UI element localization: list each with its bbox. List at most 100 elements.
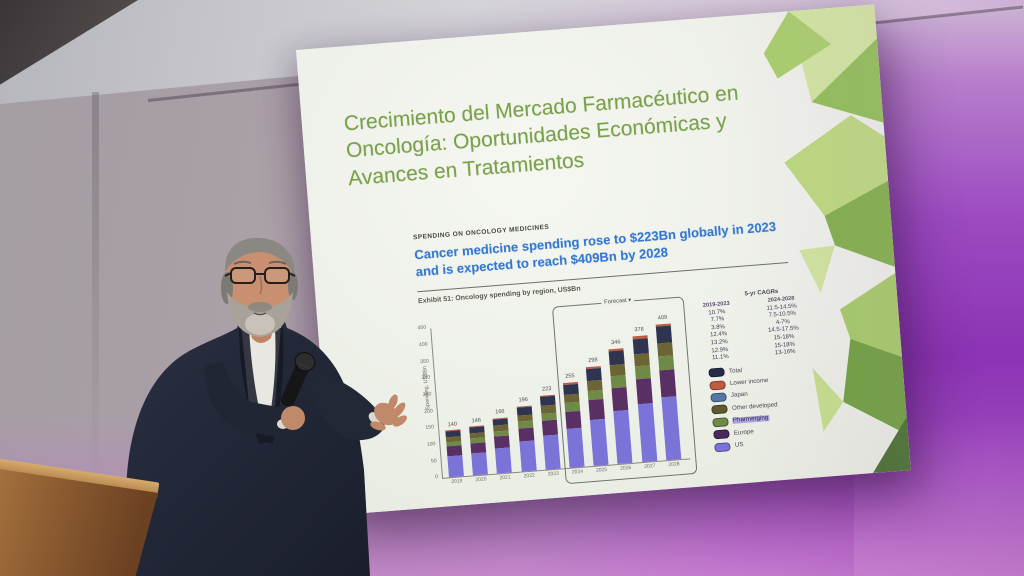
segment-us bbox=[566, 427, 585, 468]
y-tick-450: 450 bbox=[417, 324, 427, 332]
legend-label: Europe bbox=[733, 427, 755, 437]
bar-2028 bbox=[655, 323, 682, 461]
segment-japan bbox=[632, 337, 649, 355]
bar-2020 bbox=[469, 425, 489, 476]
bar-2019 bbox=[445, 429, 464, 478]
mouth bbox=[253, 312, 267, 316]
segment-us bbox=[447, 454, 464, 478]
segment-other-developed bbox=[656, 342, 673, 357]
legend-swatch bbox=[709, 379, 726, 391]
slide-headline: Cancer medicine spending rose to $223Bn … bbox=[413, 218, 777, 280]
presenter bbox=[121, 237, 407, 576]
gesturing-arm bbox=[311, 372, 385, 441]
mic-hand bbox=[281, 406, 305, 430]
green-facets-decoration bbox=[763, 4, 911, 474]
bar-value-2021: 166 bbox=[495, 408, 505, 416]
eyebrow-right bbox=[268, 260, 287, 265]
bar-2022 bbox=[516, 405, 537, 472]
segment-japan bbox=[609, 350, 626, 366]
x-tick-2028: 2028 bbox=[668, 461, 680, 469]
mic-arm bbox=[204, 362, 291, 438]
plot-area: 140 2019 146 2020 166 2021 196 2022 223 2023 255 20… bbox=[430, 296, 698, 485]
mustache bbox=[248, 302, 272, 312]
legend-swatch bbox=[710, 392, 727, 403]
y-tick-50: 50 bbox=[430, 457, 437, 465]
y-tick-400: 400 bbox=[418, 341, 428, 349]
segment-europe bbox=[517, 427, 534, 442]
legend-label: Pharmerging bbox=[731, 414, 770, 425]
y-tick-0: 0 bbox=[434, 474, 439, 481]
segment-europe bbox=[565, 410, 582, 429]
segment-us bbox=[471, 451, 489, 476]
segment-europe bbox=[588, 399, 606, 421]
y-tick-150: 150 bbox=[425, 424, 435, 432]
cagr-grid: 2019-2023 2024-2028 10.7% 11.5-14.5% 7.7% 7.5… bbox=[687, 292, 841, 363]
suit-jacket bbox=[121, 316, 370, 576]
legend-label: Japan bbox=[730, 390, 749, 400]
segment-us bbox=[495, 446, 513, 474]
legend-swatch bbox=[712, 416, 729, 428]
bar-2024 bbox=[562, 381, 585, 468]
segment-us bbox=[590, 419, 609, 466]
legend-swatch bbox=[708, 367, 725, 378]
forecast-label: Forecast ▾ bbox=[601, 297, 635, 307]
bar-value-2025: 298 bbox=[588, 357, 598, 365]
bar-value-2024: 255 bbox=[565, 373, 575, 381]
y-tick-300: 300 bbox=[421, 374, 431, 382]
hair-side-right bbox=[288, 272, 298, 300]
y-tick-250: 250 bbox=[422, 391, 432, 399]
face bbox=[225, 239, 295, 325]
segment-europe bbox=[541, 419, 558, 436]
legend-label: US bbox=[734, 441, 744, 449]
legend-swatch bbox=[714, 441, 731, 452]
slide-title: Crecimiento del Mercado Farmacéutico en … bbox=[343, 81, 740, 190]
bar-2023 bbox=[539, 394, 561, 470]
legend-swatch bbox=[711, 404, 728, 415]
cagr-table: 5-yr CAGRs 2019-2023 2024-2028 10.7% 11.5-1… bbox=[687, 284, 842, 363]
bar-value-2027: 378 bbox=[634, 326, 645, 334]
segment-pharmerging bbox=[657, 355, 675, 371]
segment-pharmerging bbox=[634, 365, 651, 380]
bar-value-2023: 223 bbox=[541, 386, 552, 393]
chart-side-panel: 5-yr CAGRs 2019-2023 2024-2028 10.7% 11.5-1… bbox=[687, 284, 849, 453]
projected-slide: Crecimiento del Mercado Farmacéutico en … bbox=[296, 4, 911, 516]
bar-2026 bbox=[608, 347, 633, 465]
beard-chin bbox=[245, 313, 275, 335]
y-tick-100: 100 bbox=[426, 441, 436, 448]
segment-us bbox=[637, 403, 657, 463]
bar-2027 bbox=[632, 335, 657, 463]
glasses bbox=[224, 267, 296, 284]
segment-other-developed bbox=[633, 352, 650, 367]
bar-value-2026: 346 bbox=[610, 339, 621, 347]
segment-japan bbox=[655, 325, 672, 344]
bar-2021 bbox=[492, 417, 513, 474]
oncology-spending-chart: Spending, US$Bn 0 50 100 150 200 250 300 350 400… bbox=[413, 282, 857, 505]
nose bbox=[259, 275, 263, 295]
bar-2025 bbox=[585, 365, 609, 466]
legend-label: Lower income bbox=[729, 376, 769, 387]
segment-europe bbox=[635, 378, 653, 405]
presenter-head bbox=[221, 237, 298, 337]
segment-us bbox=[519, 440, 537, 472]
segment-us bbox=[613, 409, 633, 465]
bar-value-2020: 146 bbox=[471, 417, 482, 425]
wall-corner-edge bbox=[92, 92, 99, 482]
y-tick-200: 200 bbox=[423, 408, 433, 415]
microphone bbox=[280, 352, 316, 407]
segment-us bbox=[542, 434, 561, 470]
segment-us bbox=[661, 396, 682, 461]
y-tick-350: 350 bbox=[419, 358, 430, 365]
gesturing-hand bbox=[370, 394, 407, 431]
segment-europe bbox=[659, 369, 677, 398]
bar-value-2028: 409 bbox=[657, 314, 668, 322]
bar-value-2022: 196 bbox=[518, 396, 529, 404]
eyebrow-left bbox=[233, 260, 252, 265]
legend-label: Other developed bbox=[731, 401, 778, 412]
hair bbox=[224, 237, 295, 276]
legend-swatch bbox=[713, 429, 730, 440]
chart-legend: Total Lower income Japan Other developed Pha… bbox=[708, 358, 848, 452]
lapel-right bbox=[265, 328, 284, 444]
legend-label: Total bbox=[728, 366, 743, 375]
segment-europe bbox=[611, 386, 629, 412]
